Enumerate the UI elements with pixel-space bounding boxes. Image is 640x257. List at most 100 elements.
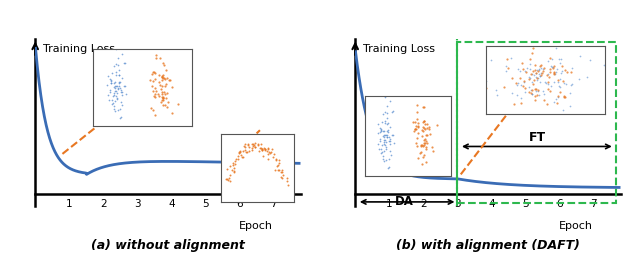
Point <box>533 69 543 74</box>
Point <box>428 149 438 153</box>
Point <box>115 80 125 84</box>
Point <box>410 120 420 124</box>
Point <box>532 68 542 72</box>
Point <box>114 73 124 77</box>
Point <box>107 98 117 102</box>
Point <box>160 85 170 89</box>
Point <box>283 183 293 187</box>
Point <box>381 135 392 139</box>
Point <box>525 57 535 61</box>
Point <box>384 139 394 143</box>
Point <box>420 137 430 141</box>
Point <box>157 84 168 88</box>
Point <box>412 144 422 148</box>
Point <box>381 135 392 140</box>
Point <box>527 92 538 96</box>
Point <box>382 122 392 126</box>
Point <box>250 141 260 145</box>
Point <box>535 74 545 78</box>
Point <box>102 83 113 87</box>
Point <box>418 105 428 109</box>
Point <box>162 91 172 96</box>
Point <box>276 176 287 180</box>
Point <box>247 146 257 150</box>
Point <box>151 89 161 93</box>
Point <box>549 72 559 77</box>
Point <box>503 66 513 70</box>
Point <box>552 67 563 71</box>
Point <box>379 128 389 133</box>
Point <box>221 177 231 181</box>
Point <box>248 144 259 148</box>
Point <box>113 108 123 112</box>
Point <box>154 73 164 77</box>
Point <box>114 81 124 85</box>
Point <box>515 69 525 73</box>
Point <box>116 99 126 104</box>
Point <box>233 157 243 161</box>
Point <box>415 151 425 155</box>
Point <box>520 69 530 73</box>
Point <box>502 57 512 61</box>
Point <box>538 92 548 96</box>
Point <box>264 150 274 154</box>
Point <box>380 110 390 114</box>
Point <box>508 91 518 95</box>
Point <box>161 82 171 86</box>
Text: Training Loss: Training Loss <box>363 43 435 53</box>
Point <box>561 82 571 86</box>
Point <box>158 61 168 65</box>
Point <box>527 69 538 73</box>
Point <box>529 94 540 98</box>
Point <box>549 70 559 74</box>
Point <box>250 145 260 149</box>
Point <box>381 140 391 144</box>
Point <box>538 89 548 93</box>
Point <box>388 133 398 137</box>
Point <box>532 93 542 97</box>
Point <box>157 32 167 36</box>
Point <box>539 98 549 102</box>
Point <box>531 87 541 91</box>
Point <box>385 99 395 103</box>
Point <box>535 80 545 85</box>
Point <box>276 170 286 174</box>
Point <box>116 52 127 56</box>
Point <box>374 137 385 141</box>
Point <box>260 148 270 152</box>
Point <box>259 145 269 150</box>
Point <box>256 145 266 150</box>
Point <box>382 133 392 137</box>
Point <box>534 72 544 77</box>
Point <box>243 143 253 147</box>
Point <box>276 175 287 179</box>
Point <box>536 71 547 75</box>
Point <box>376 151 387 155</box>
Point <box>385 139 396 143</box>
Point <box>379 138 389 142</box>
Point <box>111 126 121 130</box>
Point <box>521 69 531 74</box>
Point <box>554 57 564 61</box>
Point <box>380 119 390 123</box>
Point <box>264 151 275 155</box>
Point <box>273 158 284 162</box>
Point <box>373 122 383 126</box>
Point <box>561 69 572 74</box>
Point <box>150 71 160 75</box>
Point <box>159 92 170 96</box>
Point <box>541 102 552 106</box>
Point <box>156 75 166 79</box>
Point <box>379 135 389 139</box>
Point <box>531 71 541 76</box>
Point <box>549 80 559 84</box>
Point <box>559 81 569 85</box>
Point <box>225 173 235 177</box>
Point <box>545 89 555 93</box>
Point <box>419 105 429 109</box>
Point <box>103 74 113 78</box>
Point <box>533 88 543 92</box>
Point <box>385 137 395 141</box>
Point <box>513 81 523 85</box>
Point <box>518 84 528 88</box>
